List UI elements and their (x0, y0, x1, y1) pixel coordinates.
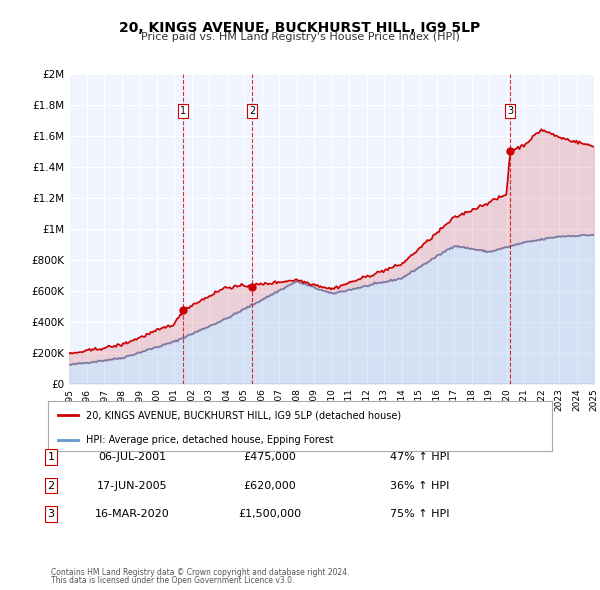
Text: 17-JUN-2005: 17-JUN-2005 (97, 481, 167, 490)
Text: Contains HM Land Registry data © Crown copyright and database right 2024.: Contains HM Land Registry data © Crown c… (51, 568, 349, 577)
Text: 36% ↑ HPI: 36% ↑ HPI (390, 481, 449, 490)
Text: 1: 1 (180, 106, 186, 116)
Text: £1,500,000: £1,500,000 (238, 509, 302, 519)
Text: 1: 1 (47, 453, 55, 462)
Text: HPI: Average price, detached house, Epping Forest: HPI: Average price, detached house, Eppi… (86, 435, 334, 445)
Text: 16-MAR-2020: 16-MAR-2020 (95, 509, 169, 519)
Text: £620,000: £620,000 (244, 481, 296, 490)
Text: 3: 3 (507, 106, 513, 116)
Text: 06-JUL-2001: 06-JUL-2001 (98, 453, 166, 462)
Text: 20, KINGS AVENUE, BUCKHURST HILL, IG9 5LP (detached house): 20, KINGS AVENUE, BUCKHURST HILL, IG9 5L… (86, 410, 401, 420)
Text: 2: 2 (249, 106, 255, 116)
Text: 75% ↑ HPI: 75% ↑ HPI (390, 509, 449, 519)
Text: This data is licensed under the Open Government Licence v3.0.: This data is licensed under the Open Gov… (51, 576, 295, 585)
Text: £475,000: £475,000 (244, 453, 296, 462)
Text: 2: 2 (47, 481, 55, 490)
Text: Price paid vs. HM Land Registry's House Price Index (HPI): Price paid vs. HM Land Registry's House … (140, 32, 460, 42)
Text: 20, KINGS AVENUE, BUCKHURST HILL, IG9 5LP: 20, KINGS AVENUE, BUCKHURST HILL, IG9 5L… (119, 21, 481, 35)
Text: 47% ↑ HPI: 47% ↑ HPI (390, 453, 449, 462)
Text: 3: 3 (47, 509, 55, 519)
